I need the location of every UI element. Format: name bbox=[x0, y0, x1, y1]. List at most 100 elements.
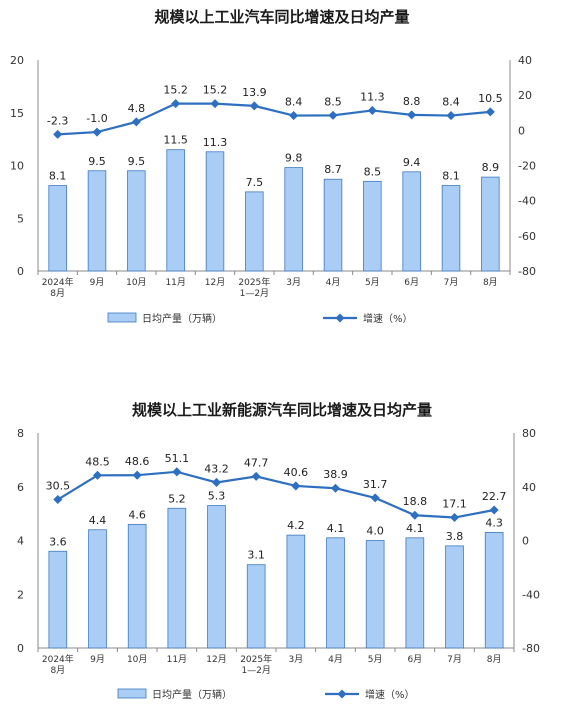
bar bbox=[166, 149, 185, 272]
legend-line-marker bbox=[337, 689, 347, 699]
line-point bbox=[131, 117, 141, 127]
category-label: 6月 bbox=[404, 277, 419, 288]
line-value-label: 30.5 bbox=[46, 480, 71, 493]
bar-value-label: 11.5 bbox=[163, 134, 188, 147]
line-value-label: 51.1 bbox=[165, 452, 190, 465]
line-point bbox=[370, 493, 380, 503]
bar-value-label: 4.1 bbox=[406, 522, 424, 535]
right-tick-label: 40 bbox=[522, 481, 536, 494]
bar-value-label: 5.3 bbox=[208, 490, 226, 503]
line-value-label: 48.5 bbox=[85, 455, 110, 468]
line-point bbox=[289, 111, 299, 121]
line-point bbox=[446, 111, 456, 121]
growth-line bbox=[57, 102, 491, 136]
category-label: 1—2月 bbox=[241, 665, 270, 676]
category-label: 2024年 bbox=[42, 653, 74, 665]
bar-value-label: 4.3 bbox=[485, 516, 503, 529]
category-label: 2024年 bbox=[42, 276, 74, 288]
category-label: 3月 bbox=[286, 277, 301, 288]
right-tick-label: 0 bbox=[518, 124, 525, 137]
right-tick-label: -80 bbox=[522, 642, 540, 655]
category-label: 11月 bbox=[167, 654, 187, 665]
growth-line bbox=[57, 470, 495, 519]
bar-value-label: 9.8 bbox=[285, 152, 303, 165]
legend-bar-swatch bbox=[107, 312, 137, 323]
line-value-label: 8.4 bbox=[285, 96, 303, 109]
bar-value-label: 4.1 bbox=[327, 522, 345, 535]
left-tick-label: 15 bbox=[10, 107, 24, 120]
right-tick-label: 40 bbox=[518, 54, 532, 67]
line-value-label: 15.2 bbox=[163, 84, 188, 97]
bar-value-label: 9.4 bbox=[403, 156, 421, 169]
category-label: 5月 bbox=[368, 654, 383, 665]
line-point bbox=[210, 99, 220, 109]
bar-value-label: 8.1 bbox=[442, 170, 460, 183]
bar-value-label: 3.1 bbox=[247, 549, 265, 562]
category-label: 9月 bbox=[90, 277, 105, 288]
bar bbox=[365, 540, 385, 649]
line-value-label: 15.2 bbox=[203, 84, 228, 97]
line-value-label: 47.7 bbox=[244, 456, 269, 469]
line-value-label: 22.7 bbox=[482, 490, 507, 503]
category-label: 3月 bbox=[288, 654, 303, 665]
line-value-label: 43.2 bbox=[204, 462, 229, 475]
bar bbox=[205, 151, 225, 272]
left-tick-label: 20 bbox=[10, 54, 24, 67]
line-point bbox=[407, 110, 417, 120]
right-tick-label: 20 bbox=[518, 89, 532, 102]
category-label: 9月 bbox=[90, 654, 105, 665]
line-value-label: 48.6 bbox=[125, 455, 150, 468]
category-label: 12月 bbox=[205, 277, 225, 288]
bar bbox=[284, 167, 303, 272]
category-label: 7月 bbox=[444, 277, 459, 288]
bar bbox=[484, 532, 504, 649]
bar bbox=[88, 529, 107, 649]
chart-auto-production: 规模以上工业汽车同比增速及日均产量 0 5 10 15 20 -80 -60 -40 -20 0 2… bbox=[0, 0, 564, 345]
legend-bar-swatch bbox=[117, 688, 147, 699]
line-value-label: 4.8 bbox=[128, 102, 146, 115]
bar-value-label: 3.8 bbox=[446, 530, 464, 543]
line-point bbox=[330, 483, 341, 493]
chart-nev-production: 规模以上工业新能源汽车同比增速及日均产量 0 2 4 6 8 -80 -40 0 40 80 202… bbox=[0, 390, 564, 715]
category-label: 2025年 bbox=[238, 276, 270, 288]
category-label: 7月 bbox=[447, 654, 462, 665]
line-point bbox=[172, 467, 182, 477]
line-point bbox=[53, 129, 63, 139]
bar bbox=[402, 171, 421, 272]
bar bbox=[207, 505, 226, 649]
category-label: 10月 bbox=[126, 277, 146, 288]
bar-value-label: 4.2 bbox=[287, 519, 305, 532]
bar-value-label: 9.5 bbox=[88, 155, 106, 168]
bar bbox=[405, 537, 425, 649]
line-value-label: 8.4 bbox=[442, 96, 460, 109]
bar bbox=[363, 180, 382, 272]
category-label: 4月 bbox=[328, 654, 343, 665]
line-value-label: 11.3 bbox=[360, 90, 385, 103]
line-value-label: 13.9 bbox=[242, 86, 267, 99]
line-point bbox=[251, 471, 261, 481]
line-value-label: 8.5 bbox=[324, 95, 342, 108]
bar-value-label: 4.0 bbox=[366, 525, 384, 538]
bar bbox=[445, 545, 464, 649]
line-point bbox=[211, 477, 222, 487]
bar-value-label: 5.2 bbox=[168, 492, 186, 505]
bar bbox=[48, 550, 68, 649]
left-tick-label: 2 bbox=[17, 588, 24, 601]
left-tick-label: 0 bbox=[17, 265, 24, 278]
left-tick-label: 10 bbox=[10, 160, 24, 173]
legend-line-label: 增速（%） bbox=[365, 688, 415, 701]
line-point bbox=[367, 105, 377, 115]
left-tick-label: 8 bbox=[17, 427, 24, 440]
chart-title: 规模以上工业汽车同比增速及日均产量 bbox=[154, 8, 410, 26]
line-point bbox=[410, 510, 420, 520]
line-point bbox=[328, 110, 338, 120]
line-value-label: 18.8 bbox=[403, 495, 428, 508]
category-label: 8月 bbox=[487, 654, 502, 665]
bar-value-label: 11.3 bbox=[203, 136, 228, 149]
bar bbox=[326, 537, 345, 649]
left-tick-label: 0 bbox=[17, 642, 24, 655]
legend-line-label: 增速（%） bbox=[363, 312, 413, 325]
line-value-label: 40.6 bbox=[284, 466, 309, 479]
left-tick-label: 5 bbox=[17, 212, 24, 225]
